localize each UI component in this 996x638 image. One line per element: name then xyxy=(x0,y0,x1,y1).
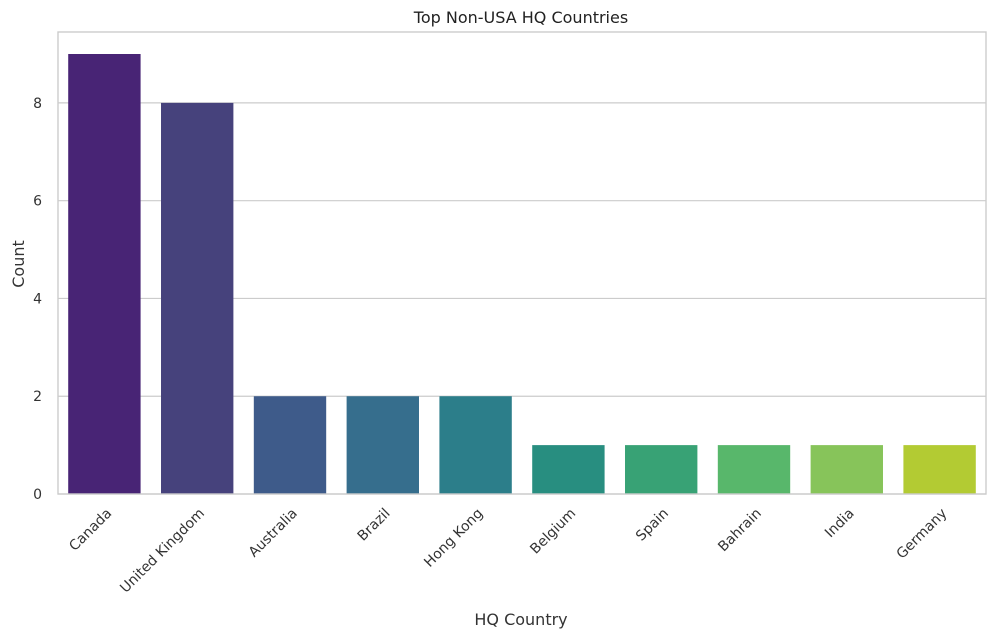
y-tick-label: 4 xyxy=(33,291,42,307)
y-axis-ticks: 0 2 4 6 8 xyxy=(33,96,42,503)
x-tick-label: Australia xyxy=(246,506,301,561)
bar-brazil xyxy=(346,396,419,494)
x-axis-label: HQ Country xyxy=(474,610,567,629)
y-axis-label: Count xyxy=(9,240,28,288)
x-axis-ticks: Canada United Kingdom Australia Brazil Hong … xyxy=(66,506,950,597)
bar-spain xyxy=(625,445,698,494)
x-tick-label: Belgium xyxy=(527,506,579,558)
y-tick-label: 2 xyxy=(33,389,42,405)
bar-belgium xyxy=(532,445,605,494)
bar-germany xyxy=(903,445,976,494)
y-tick-label: 8 xyxy=(33,96,42,112)
x-tick-label: Canada xyxy=(66,506,115,555)
bar-hong-kong xyxy=(439,396,512,494)
x-tick-label: Brazil xyxy=(355,506,394,545)
bar-united-kingdom xyxy=(161,102,234,494)
x-tick-label: Germany xyxy=(894,506,951,563)
x-tick-label: Spain xyxy=(633,506,672,545)
chart-title: Top Non-USA HQ Countries xyxy=(413,8,628,27)
x-tick-label: India xyxy=(822,506,858,542)
y-tick-label: 6 xyxy=(33,194,42,210)
x-tick-label: Hong Kong xyxy=(421,506,486,571)
bar-bahrain xyxy=(717,445,791,494)
bars xyxy=(68,54,976,494)
bar-canada xyxy=(68,54,141,494)
bar-india xyxy=(810,445,883,494)
x-tick-label: Bahrain xyxy=(715,506,765,556)
y-tick-label: 0 xyxy=(33,487,42,503)
bar-australia xyxy=(253,396,327,494)
plot-frame xyxy=(57,31,987,495)
x-tick-label: United Kingdom xyxy=(117,506,208,597)
